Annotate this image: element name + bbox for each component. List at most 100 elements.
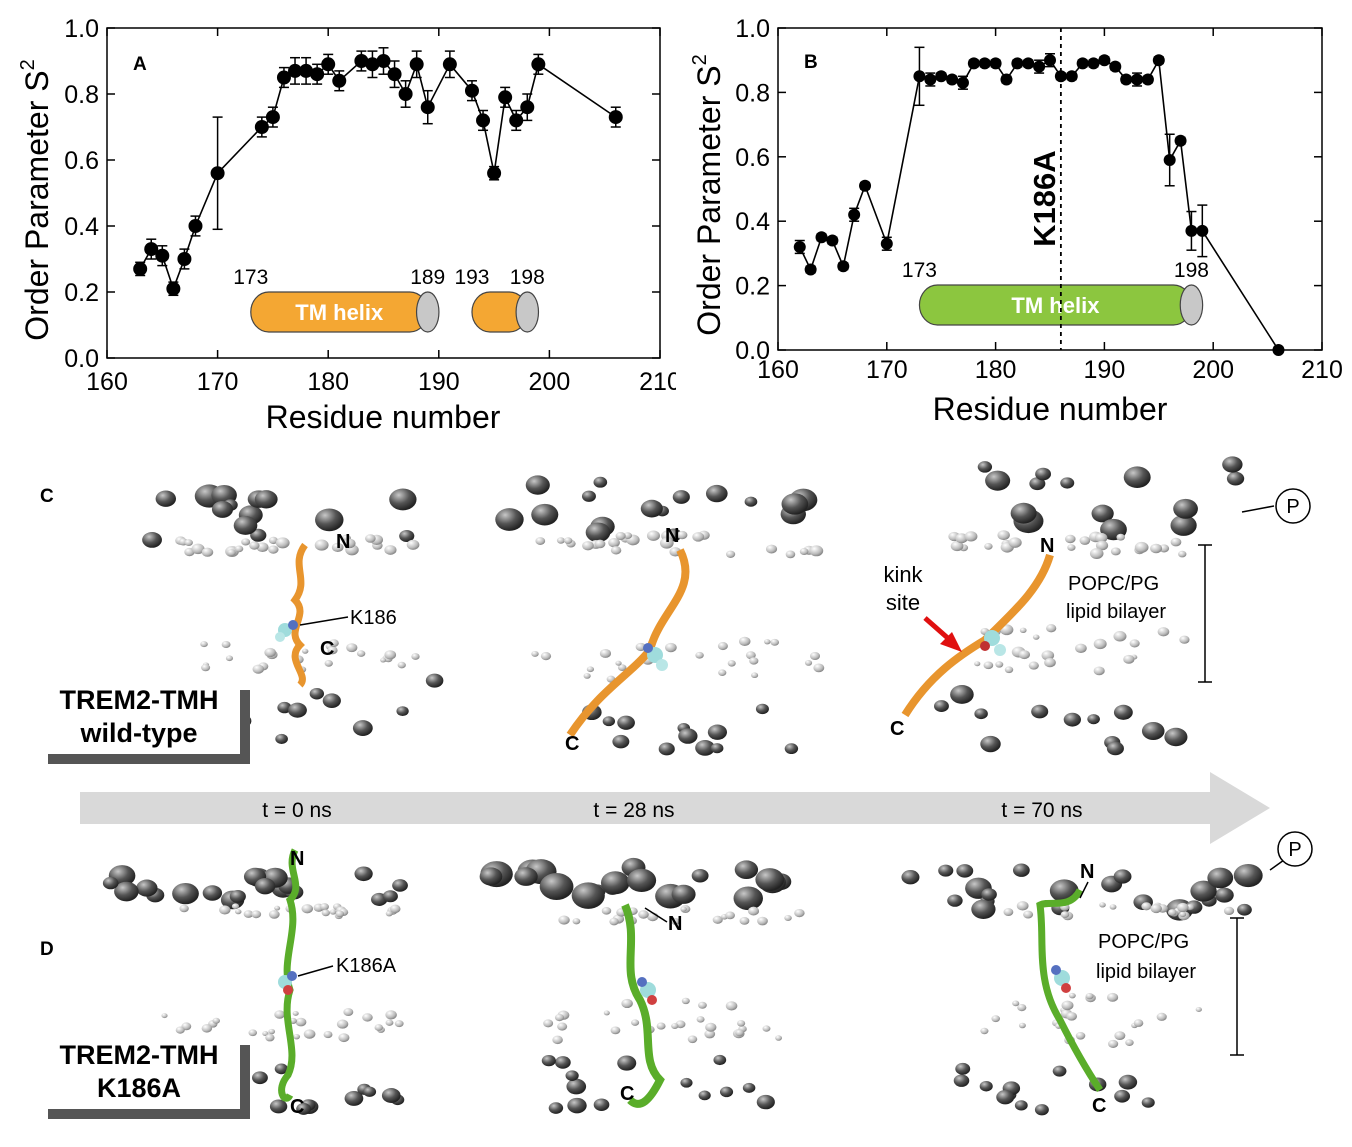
- chart-a-data-point: [188, 219, 203, 233]
- chart-b-helix-cap: [1179, 284, 1204, 326]
- chart-b-data-point: [1174, 134, 1187, 147]
- lipid-sphere: [717, 642, 728, 651]
- lipid-sphere: [737, 1020, 746, 1027]
- chart-a-xtick-label: 160: [86, 368, 128, 396]
- lipid-sphere: [691, 868, 709, 883]
- lipid-sphere: [1065, 534, 1076, 544]
- lipid-sphere: [1177, 902, 1189, 913]
- lipid-sphere: [231, 903, 240, 910]
- chart-b-data-point: [837, 260, 850, 273]
- lipid-sphere: [770, 638, 780, 646]
- chart-a: 160 170 180 190 200 210 0.0 0.2 0.4 0.6 0.8 1.0 TM h…: [17, 15, 676, 435]
- lipid-sphere: [603, 1010, 610, 1016]
- chart-b-data-point: [956, 76, 969, 89]
- lipid-sphere: [1012, 863, 1030, 877]
- lipid-sphere: [256, 542, 269, 553]
- lipid-sphere: [665, 642, 677, 653]
- lipid-sphere: [1141, 721, 1165, 741]
- lipid-sphere: [725, 1001, 738, 1011]
- lipid-sphere: [658, 742, 675, 756]
- lipid-sphere: [696, 1016, 705, 1023]
- lipid-sphere: [785, 550, 796, 559]
- lipid-sphere: [1044, 657, 1056, 668]
- lipid-sphere: [745, 651, 756, 660]
- chart-b-data-point: [1152, 54, 1165, 67]
- panel-d-n-t2: N: [1080, 861, 1094, 883]
- lipid-sphere: [114, 881, 139, 902]
- chart-a-ytick-label: 0.2: [64, 279, 99, 307]
- lipid-sphere: [254, 490, 278, 509]
- timeline-t1: t = 28 ns: [593, 799, 674, 822]
- lipid-sphere: [292, 1011, 299, 1016]
- chart-a-data-point: [442, 57, 457, 72]
- lipid-sphere: [540, 652, 552, 661]
- lipid-sphere: [322, 693, 341, 709]
- lipid-sphere: [627, 868, 657, 893]
- lipid-sphere: [338, 1033, 350, 1043]
- lipid-sphere: [813, 663, 825, 673]
- lipid-sphere: [985, 470, 1011, 491]
- chart-a-data-point: [321, 57, 336, 72]
- chart-b-ytick-label: 0.0: [735, 337, 770, 365]
- lipid-sphere: [319, 903, 329, 911]
- lipid-sphere: [301, 904, 314, 914]
- chart-a-data-point: [509, 113, 524, 128]
- lipid-sphere: [1095, 540, 1109, 551]
- lipid-sphere: [1032, 634, 1040, 640]
- panel-d-n-pointer-t1: [644, 907, 668, 923]
- lipid-sphere: [600, 871, 630, 895]
- lipid-sphere: [748, 906, 760, 916]
- lipid-sphere: [631, 1019, 640, 1026]
- lipid-sphere: [385, 1010, 397, 1020]
- chart-a-data-point: [133, 261, 148, 276]
- lipid-sphere: [996, 1090, 1015, 1105]
- lipid-sphere: [757, 916, 768, 926]
- lipid-sphere: [698, 1090, 711, 1101]
- lipid-sphere: [243, 910, 254, 918]
- panel-c-variant-line1: TREM2-TMH: [59, 685, 219, 715]
- lipid-sphere: [582, 541, 594, 551]
- lipid-sphere: [1046, 624, 1057, 633]
- chart-a-data-point: [177, 252, 192, 266]
- lipid-sphere: [211, 500, 234, 518]
- lipid-sphere: [249, 541, 260, 550]
- lipid-sphere: [1034, 1104, 1049, 1116]
- lipid-sphere: [980, 735, 1001, 753]
- lipid-sphere: [479, 867, 503, 886]
- panel-c-residue-label: K186: [350, 607, 397, 629]
- lipid-sphere: [698, 1001, 707, 1009]
- lipid-sphere: [1178, 550, 1187, 558]
- panel-c-helix-t1: [566, 548, 690, 738]
- chart-b-data-point: [826, 234, 839, 247]
- lipid-sphere: [646, 530, 660, 541]
- lipid-sphere: [1113, 869, 1132, 884]
- chart-a-xlabel: Residue number: [266, 399, 501, 435]
- lipid-sphere: [1125, 1039, 1134, 1046]
- lipid-sphere: [610, 546, 622, 555]
- chart-b-data-point: [1076, 57, 1089, 70]
- lipid-sphere: [567, 1097, 587, 1114]
- panel-d-lipid-label-1: POPC/PG: [1098, 931, 1189, 953]
- lipid-sphere: [384, 545, 397, 555]
- lipid-sphere: [974, 661, 981, 667]
- panel-d-phosphate-label: P: [1288, 839, 1301, 861]
- lipid-sphere: [1226, 471, 1245, 486]
- lipid-sphere: [495, 508, 524, 531]
- lipid-sphere: [765, 544, 778, 554]
- lipid-sphere: [1031, 704, 1049, 719]
- lipid-sphere: [201, 1024, 213, 1033]
- panel-c-snapshots: C N C K186 N C N C kink site POPC/PG lip…: [40, 456, 1311, 756]
- lipid-sphere: [1016, 901, 1029, 911]
- lipid-sphere: [621, 998, 633, 1009]
- chart-b-data-point: [946, 73, 959, 86]
- chart-b-xtick-label: 170: [866, 356, 908, 384]
- lipid-sphere: [1173, 498, 1198, 519]
- lipid-sphere: [1093, 638, 1107, 650]
- lipid-sphere: [705, 484, 728, 503]
- lipid-sphere: [1195, 1006, 1202, 1013]
- chart-a-panel-letter: A: [133, 54, 147, 75]
- panel-c-n-t1: N: [665, 525, 679, 547]
- lipid-sphere: [733, 886, 763, 911]
- lipid-sphere: [356, 650, 366, 657]
- lipid-sphere: [617, 715, 635, 730]
